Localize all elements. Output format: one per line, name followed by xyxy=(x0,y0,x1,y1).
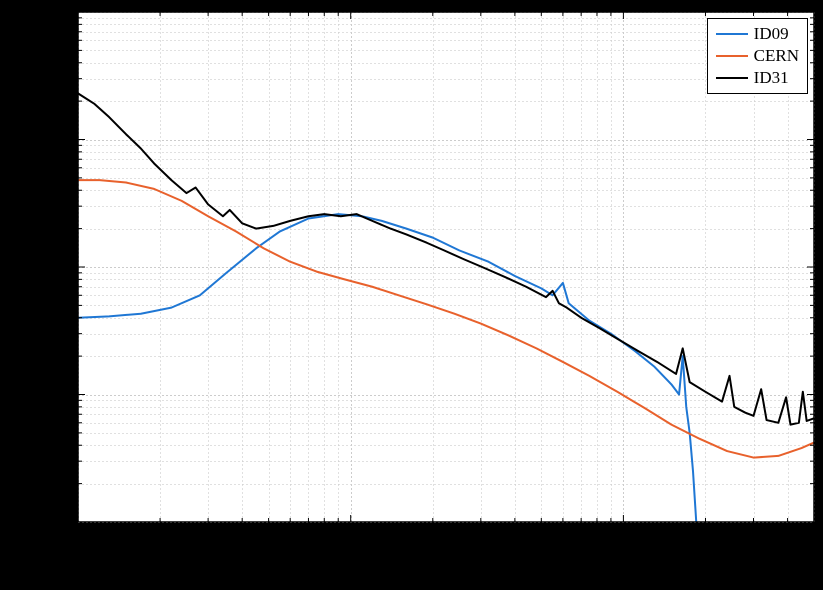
x-tick-label: 102 xyxy=(611,528,634,551)
y-tick-label: 10-10 xyxy=(39,384,72,407)
legend-item-CERN: CERN xyxy=(716,45,799,67)
legend: ID09CERNID31 xyxy=(707,18,808,94)
series-ID09 xyxy=(78,214,696,522)
legend-item-ID09: ID09 xyxy=(716,23,799,45)
series-CERN xyxy=(78,180,814,457)
y-tick-label: 10-7 xyxy=(45,1,72,24)
x-axis-label: Frequency [Hz] xyxy=(376,554,496,576)
chart-svg xyxy=(0,0,823,590)
y-tick-label: 10-11 xyxy=(40,511,72,534)
x-tick-label: 101 xyxy=(339,528,362,551)
y-tick-label: 10-8 xyxy=(45,129,72,152)
series-ID31 xyxy=(78,93,814,424)
y-tick-label: 10-9 xyxy=(45,256,72,279)
legend-item-ID31: ID31 xyxy=(716,67,799,89)
